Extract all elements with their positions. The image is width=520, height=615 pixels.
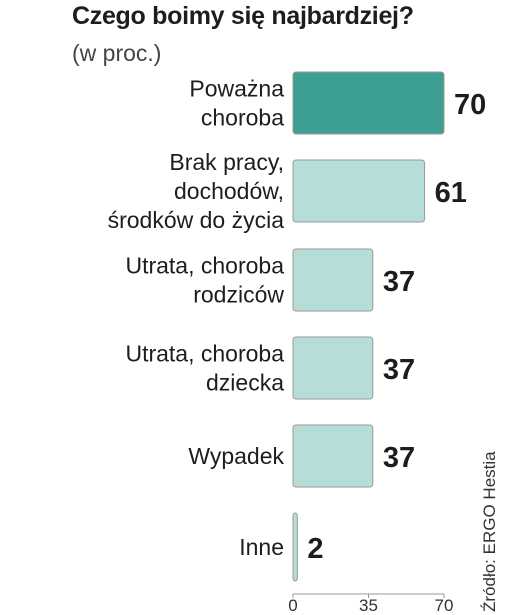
category-label-line: środków do życia — [108, 207, 285, 233]
value-label-1: 61 — [435, 177, 467, 209]
bar-2 — [292, 248, 374, 312]
bar-0 — [292, 71, 445, 135]
bar-4 — [292, 424, 374, 488]
category-label-4: Wypadek — [188, 443, 284, 469]
bars-group: 70 Poważna choroba 61 Brak pracy, dochodów, śr… — [108, 71, 486, 582]
value-label-0: 70 — [454, 89, 486, 121]
category-label-line: Utrata, choroba — [125, 341, 284, 367]
category-label-line: Poważna — [189, 76, 284, 102]
category-label-5: Inne — [239, 534, 284, 560]
category-label-line: Brak pracy, — [169, 149, 284, 175]
category-label-2: Utrata, choroba rodziców — [125, 253, 284, 308]
source-note: Źródło: ERGO Hestia — [480, 451, 499, 612]
category-label-line: dochodów, — [174, 178, 284, 204]
category-label-line: choroba — [201, 105, 284, 131]
category-label-0: Poważna choroba — [189, 76, 284, 131]
value-label-5: 2 — [307, 533, 323, 565]
x-tick-label-0: 0 — [288, 596, 297, 615]
category-label-line: rodziców — [193, 282, 284, 308]
value-label-2: 37 — [383, 266, 415, 298]
category-label-1: Brak pracy, dochodów, środków do życia — [108, 149, 285, 233]
value-label-3: 37 — [383, 354, 415, 386]
bar-5 — [292, 512, 298, 582]
category-label-line: Inne — [239, 534, 284, 560]
x-tick-label-1: 35 — [359, 596, 378, 615]
category-label-line: Utrata, choroba — [125, 253, 284, 279]
category-label-line: Wypadek — [188, 443, 284, 469]
x-axis: 0 35 70 — [288, 593, 454, 615]
bar-3 — [292, 336, 374, 400]
category-label-line: dziecka — [206, 370, 284, 396]
category-label-3: Utrata, choroba dziecka — [125, 341, 284, 396]
value-label-4: 37 — [383, 442, 415, 474]
chart-title: Czego boimy się najbardziej? — [72, 2, 414, 30]
x-tick-label-2: 70 — [435, 596, 454, 615]
bar-1 — [292, 159, 426, 223]
chart-subtitle: (w proc.) — [72, 40, 162, 66]
